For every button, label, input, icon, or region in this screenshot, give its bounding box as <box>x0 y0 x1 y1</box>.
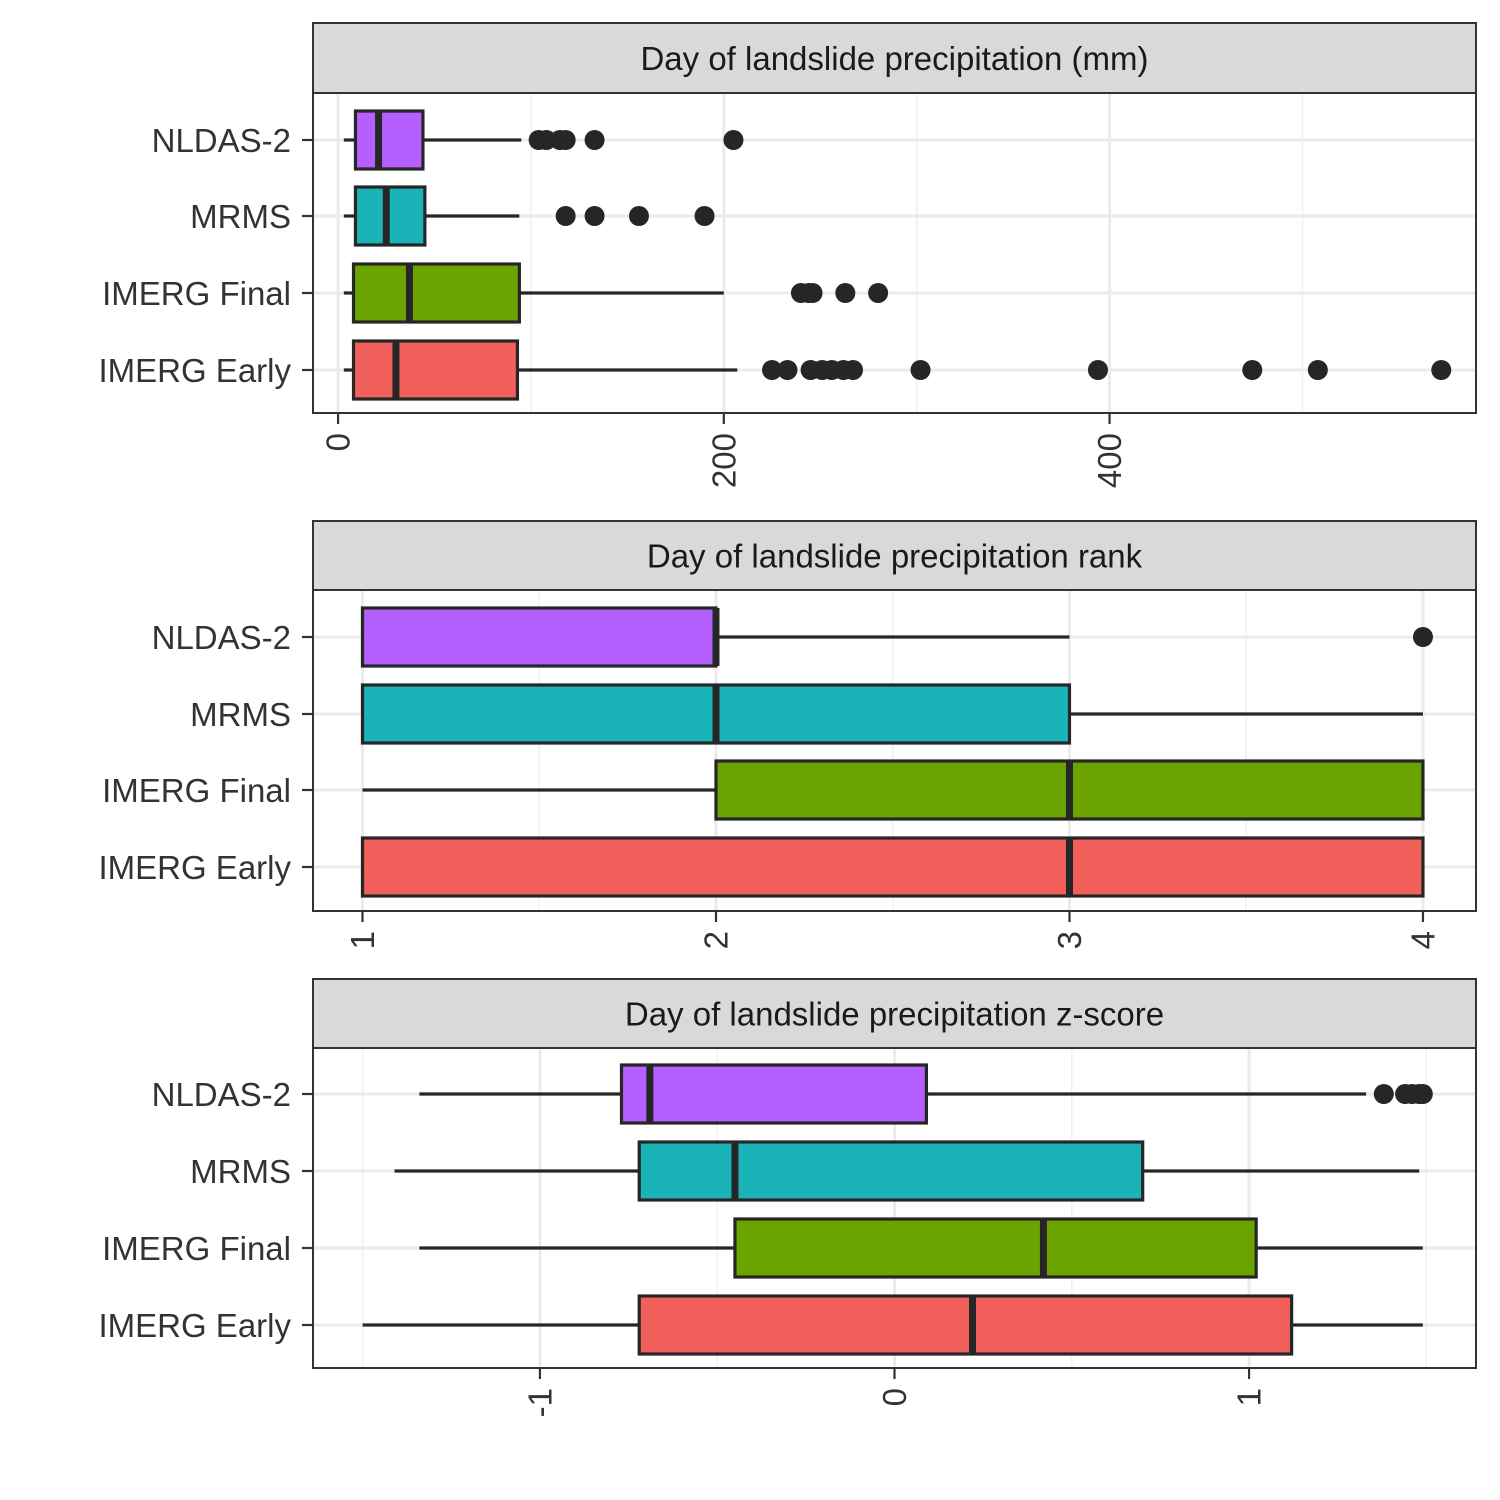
box-imerg-early <box>360 836 1425 898</box>
iqr-box <box>360 606 718 668</box>
iqr-box <box>733 1217 1258 1279</box>
plot-border <box>312 589 1477 912</box>
panel-title: Day of landslide precipitation rank <box>647 538 1143 575</box>
y-tick-label: NLDAS-2 <box>152 1076 291 1113</box>
x-tick-label: 0 <box>320 433 357 451</box>
x-tick-label: 200 <box>705 433 742 488</box>
outlier-point <box>835 283 856 303</box>
panel-title: Day of landslide precipitation z-score <box>625 996 1164 1033</box>
iqr-box <box>351 339 520 401</box>
x-tick-label: -1 <box>521 1388 558 1417</box>
iqr-box <box>353 109 425 171</box>
box-imerg-final <box>343 262 889 324</box>
box-nldas-2 <box>343 109 744 171</box>
y-tick-label: IMERG Early <box>98 849 291 886</box>
outlier-point <box>868 283 889 303</box>
iqr-box <box>637 1294 1294 1356</box>
strip-background <box>312 22 1477 94</box>
outlier-point <box>1087 360 1108 380</box>
outlier-point <box>843 360 864 380</box>
x-tick-label: 400 <box>1091 433 1128 488</box>
y-tick-label: IMERG Early <box>98 1307 291 1344</box>
iqr-box <box>351 262 521 324</box>
outlier-point <box>762 360 783 380</box>
outlier-point <box>1242 360 1263 380</box>
outlier-point <box>910 360 931 380</box>
strip-background <box>312 520 1477 591</box>
y-tick-label: IMERG Early <box>98 352 291 389</box>
y-tick-label: IMERG Final <box>102 275 291 312</box>
box-mrms <box>343 185 715 247</box>
iqr-box <box>360 836 1425 898</box>
outlier-point <box>628 206 649 226</box>
outlier-point <box>584 206 605 226</box>
x-tick-label: 0 <box>876 1388 913 1406</box>
outlier-point <box>777 360 798 380</box>
y-tick-label: NLDAS-2 <box>152 619 291 656</box>
panel-1: Day of landslide precipitation (mm) NLDAS… <box>98 22 1477 488</box>
box-imerg-final <box>362 759 1425 821</box>
y-tick-label: IMERG Final <box>102 772 291 809</box>
panel-3: Day of landslide precipitation z-score NL… <box>98 978 1477 1417</box>
panel-2: Day of landslide precipitation rank NLDAS… <box>98 520 1477 949</box>
iqr-box <box>637 1140 1145 1202</box>
box-mrms <box>394 1140 1420 1202</box>
outlier-point <box>555 130 576 150</box>
iqr-box <box>619 1063 929 1125</box>
x-tick-label: 4 <box>1404 931 1441 949</box>
outlier-point <box>723 130 744 150</box>
x-tick-label: 2 <box>697 931 734 949</box>
box-nldas-2 <box>360 606 1433 668</box>
outlier-point <box>584 130 605 150</box>
box-nldas-2 <box>419 1063 1433 1125</box>
x-tick-label: 3 <box>1051 931 1088 949</box>
y-tick-label: MRMS <box>190 1153 291 1190</box>
y-tick-label: NLDAS-2 <box>152 122 291 159</box>
iqr-box <box>353 185 427 247</box>
box-mrms <box>360 683 1423 745</box>
box-imerg-early <box>362 1294 1423 1356</box>
box-imerg-final <box>419 1217 1423 1279</box>
x-tick-label: 1 <box>1231 1388 1268 1406</box>
plot-border <box>312 92 1477 414</box>
panel-title: Day of landslide precipitation (mm) <box>640 40 1148 77</box>
outlier-point <box>1373 1084 1394 1104</box>
outlier-point <box>802 283 823 303</box>
outlier-point <box>694 206 715 226</box>
outlier-point <box>1307 360 1328 380</box>
outlier-point <box>555 206 576 226</box>
outlier-point <box>1431 360 1452 380</box>
y-tick-label: MRMS <box>190 198 291 235</box>
y-tick-label: MRMS <box>190 696 291 733</box>
box-imerg-early <box>343 339 1452 401</box>
outlier-point <box>1412 1084 1433 1104</box>
x-tick-label: 1 <box>344 931 381 949</box>
y-tick-label: IMERG Final <box>102 1230 291 1267</box>
outlier-point <box>1412 627 1433 647</box>
